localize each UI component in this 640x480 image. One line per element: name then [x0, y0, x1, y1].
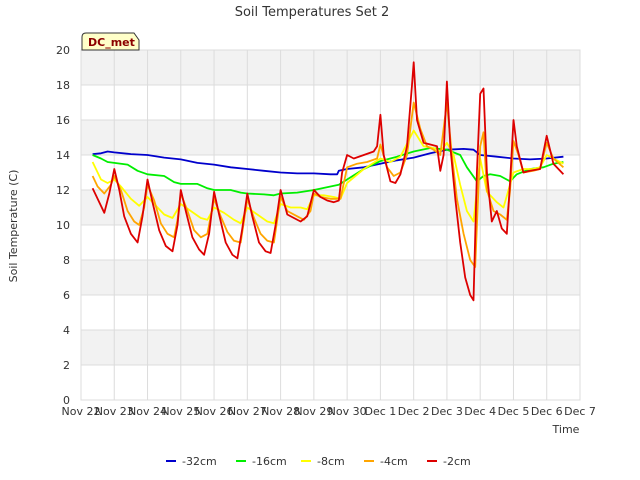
series-line — [91, 61, 565, 302]
station-label-box: DC_met — [81, 32, 140, 51]
y-axis-label: Soil Temperature (C) — [7, 170, 20, 283]
x-axis-label: Time — [552, 423, 580, 436]
y-tick-label: 16 — [56, 114, 70, 127]
y-tick-label: 4 — [63, 324, 70, 337]
x-tick-label: Dec 4 — [464, 405, 496, 418]
x-tick-label: Nov 26 — [195, 405, 234, 418]
x-tick-label: Dec 5 — [498, 405, 530, 418]
station-label: DC_met — [88, 36, 135, 49]
legend-label: -32cm — [182, 455, 217, 468]
plot-band — [81, 120, 580, 155]
x-tick-label: Dec 3 — [431, 405, 463, 418]
plot-band — [81, 50, 580, 85]
x-tick-label: Nov 24 — [128, 405, 167, 418]
legend-label: -16cm — [252, 455, 287, 468]
series-line — [92, 147, 564, 197]
legend-label: -2cm — [443, 455, 471, 468]
y-tick-label: 8 — [63, 254, 70, 267]
plot-band — [81, 260, 580, 295]
y-tick-label: 20 — [56, 44, 70, 57]
legend-label: -4cm — [380, 455, 408, 468]
y-tick-label: 0 — [63, 394, 70, 407]
plot-bands — [81, 50, 580, 365]
x-tick-label: Nov 22 — [62, 405, 101, 418]
x-tick-label: Nov 28 — [261, 405, 300, 418]
series-lines — [91, 61, 565, 302]
x-tick-label: Nov 30 — [328, 405, 367, 418]
y-tick-label: 10 — [56, 219, 70, 232]
y-tick-label: 18 — [56, 79, 70, 92]
x-tick-label: Dec 2 — [398, 405, 430, 418]
x-tick-label: Nov 25 — [161, 405, 200, 418]
legend: -32cm -16cm -8cm -4cm -2cm — [166, 455, 471, 468]
x-tick-label: Dec 7 — [564, 405, 596, 418]
y-tick-label: 14 — [56, 149, 70, 162]
station-label-background — [81, 32, 140, 51]
x-tick-label: Dec 1 — [365, 405, 397, 418]
x-tick-label: Nov 29 — [294, 405, 333, 418]
legend-label: -8cm — [317, 455, 345, 468]
y-tick-label: 6 — [63, 289, 70, 302]
x-tick-label: Nov 23 — [95, 405, 134, 418]
grid-lines — [80, 49, 581, 401]
x-tick-label: Nov 27 — [228, 405, 267, 418]
plot-band — [81, 330, 580, 365]
y-tick-label: 2 — [63, 359, 70, 372]
x-tick-label: Dec 6 — [531, 405, 563, 418]
y-tick-label: 12 — [56, 184, 70, 197]
chart-title: Soil Temperatures Set 2 — [235, 5, 390, 20]
